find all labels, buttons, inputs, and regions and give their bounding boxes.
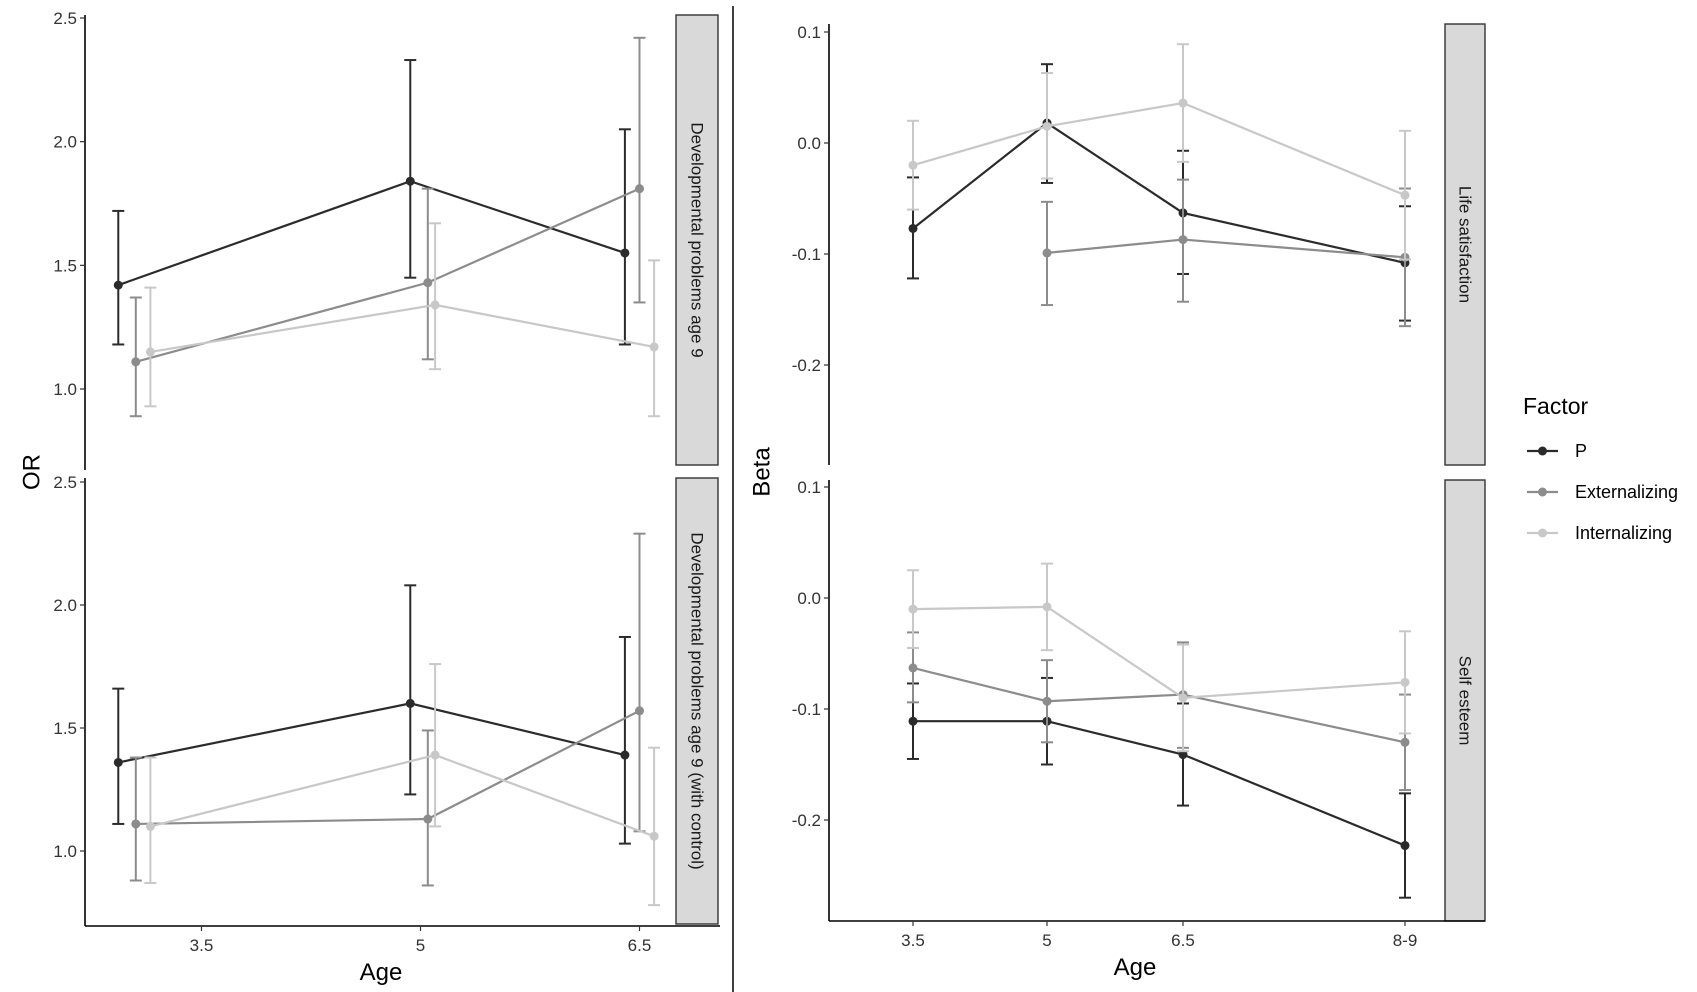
x-tick-label: 3.5	[901, 931, 925, 950]
data-point	[635, 184, 644, 194]
data-point	[1178, 235, 1188, 245]
series-line	[150, 303, 655, 353]
data-point	[145, 821, 155, 831]
x-tick-label: 6.5	[1171, 931, 1195, 950]
data-point	[145, 347, 155, 357]
left-chart: 1.0 1.5 2.0 2.5 Developmental problems age 9…	[19, 9, 720, 986]
legend-item-label: Internalizing	[1575, 523, 1672, 543]
y-tick-label: -0.1	[792, 245, 821, 264]
y-axis-title: OR	[19, 454, 46, 490]
data-point	[635, 706, 644, 716]
facet-strip	[1444, 23, 1486, 466]
series-line	[1046, 238, 1406, 259]
y-tick-label: 2.5	[53, 9, 77, 28]
series-line	[913, 720, 1406, 847]
series-line	[912, 605, 1406, 700]
y-tick-label: 1.0	[53, 380, 77, 399]
facet-strip	[675, 477, 719, 925]
data-point	[423, 814, 433, 824]
data-point	[620, 750, 630, 760]
series-line	[118, 702, 626, 764]
legend-key-point	[1538, 528, 1547, 538]
data-point	[131, 819, 141, 829]
data-point	[1042, 602, 1052, 612]
legend-title: Factor	[1523, 393, 1589, 419]
series-line	[912, 121, 1406, 264]
y-tick-label: 1.5	[53, 719, 77, 738]
x-tick-label: 6.5	[628, 936, 652, 955]
y-tick-label: 0.1	[797, 23, 821, 42]
data-point	[908, 716, 918, 726]
y-tick-label: 1.5	[53, 256, 77, 275]
series-line	[912, 666, 1406, 744]
y-tick-label: 2.0	[53, 596, 77, 615]
right-chart: -0.2 -0.1 0.0 0.1 Life satisfaction -0.2 -0.1 0…	[749, 23, 1486, 981]
facet-strip	[675, 14, 719, 466]
data-point	[1400, 677, 1410, 687]
data-point	[908, 160, 918, 170]
legend-key-point	[1538, 446, 1547, 456]
data-point	[405, 176, 415, 186]
y-tick-label: -0.2	[792, 356, 821, 375]
data-point	[113, 757, 123, 767]
data-point	[423, 278, 433, 288]
facet-strip-label: Self esteem	[1456, 656, 1475, 746]
legend-key-point	[1538, 487, 1547, 497]
data-point	[1400, 737, 1410, 747]
y-axis-title: Beta	[749, 447, 776, 497]
y-tick-label: 2.5	[53, 473, 77, 492]
data-point	[1400, 190, 1410, 200]
series-line	[135, 187, 640, 363]
y-tick-label: 2.0	[53, 133, 77, 152]
data-point	[405, 698, 415, 708]
x-tick-label: 8-9	[1393, 931, 1418, 950]
data-point	[1042, 121, 1052, 131]
data-point	[649, 831, 659, 841]
facet-strip-label: Developmental problems age 9	[688, 122, 707, 357]
data-point	[131, 357, 141, 367]
legend-item-label: Externalizing	[1575, 482, 1678, 502]
y-tick-label: 0.1	[797, 478, 821, 497]
x-tick-label: 5	[416, 936, 425, 955]
data-point	[430, 750, 440, 760]
legend: Factor P Externalizing Internalizing	[1523, 393, 1678, 543]
data-point	[1400, 841, 1410, 851]
x-tick-label: 3.5	[190, 936, 214, 955]
data-point	[1042, 248, 1052, 258]
y-tick-label: 1.0	[53, 842, 77, 861]
data-point	[1042, 696, 1052, 706]
data-point	[908, 663, 918, 673]
facet-strip-label: Developmental problems age 9 (with contr…	[688, 532, 707, 869]
y-tick-label: -0.1	[792, 700, 821, 719]
data-point	[908, 223, 918, 233]
data-point	[1178, 693, 1188, 703]
y-tick-label: 0.0	[797, 589, 821, 608]
x-axis-title: Age	[1114, 954, 1157, 981]
data-point	[1178, 750, 1188, 760]
data-point	[908, 604, 918, 614]
data-point	[620, 248, 630, 258]
data-point	[430, 300, 440, 310]
data-point	[1178, 98, 1188, 108]
y-tick-label: -0.2	[792, 811, 821, 830]
data-point	[113, 280, 123, 290]
x-tick-label: 5	[1042, 931, 1051, 950]
legend-item-label: P	[1575, 441, 1587, 461]
series-line	[150, 753, 655, 838]
x-axis-title: Age	[360, 959, 403, 986]
series-line	[912, 101, 1406, 197]
series-line	[117, 180, 626, 287]
facet-strip-label: Life satisfaction	[1456, 186, 1475, 303]
y-tick-label: 0.0	[797, 134, 821, 153]
data-point	[649, 342, 659, 352]
